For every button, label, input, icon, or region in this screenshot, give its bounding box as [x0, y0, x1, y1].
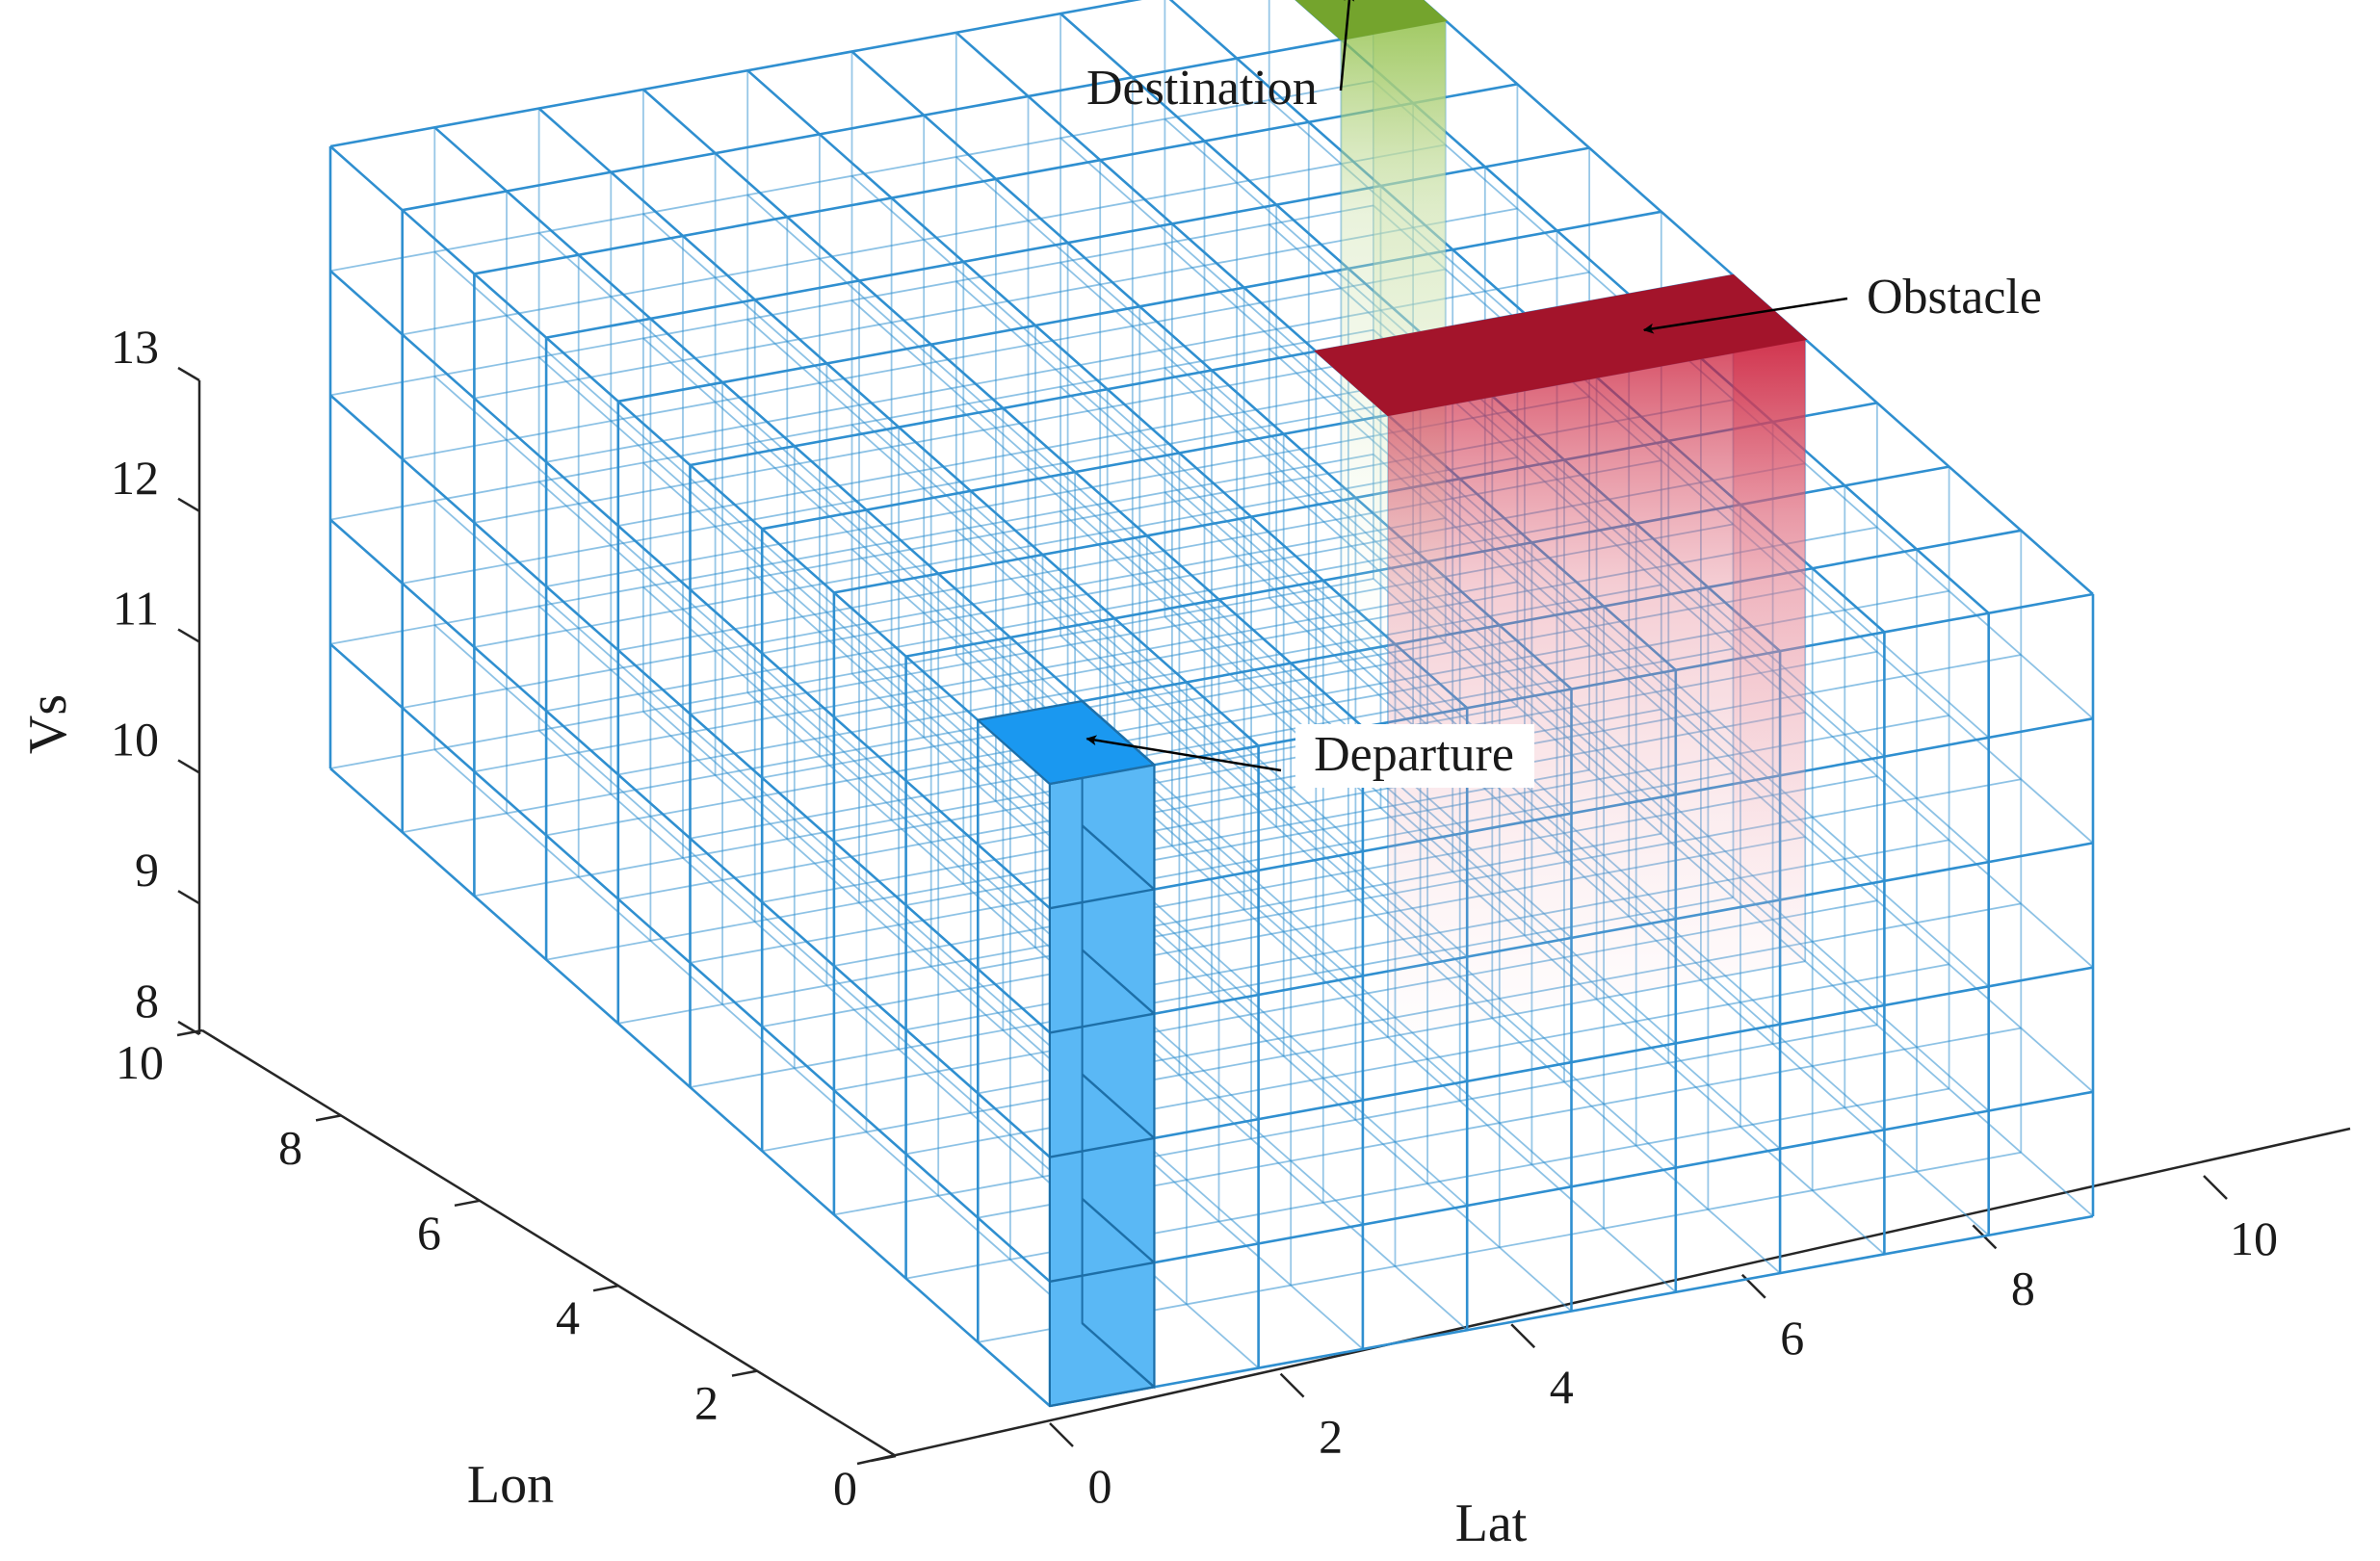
y-axis-label: Lon — [467, 1455, 554, 1515]
annotation-destination-arrow — [1339, 0, 1355, 91]
cell-obstacle-front-face — [1388, 339, 1806, 1037]
annotation-destination-label: Destination — [1086, 61, 1318, 116]
z-tick-mark — [177, 366, 200, 382]
y-tick-label: 8 — [278, 1120, 302, 1174]
z-tick-label: 11 — [113, 582, 159, 636]
axes: 8 9 10 11 12 13 0 2 4 6 8 10 0 2 4 6 8 10 — [111, 320, 2351, 1515]
z-tick-mark — [177, 628, 200, 643]
cell-departure-edge — [1081, 700, 1156, 767]
y-tick-label: 2 — [694, 1376, 719, 1430]
annotation-departure-box — [1295, 724, 1534, 788]
cell-departure-edge — [1049, 1386, 1155, 1408]
z-tick-label: 10 — [111, 712, 159, 766]
z-tick-mark — [177, 890, 200, 905]
y-tick-mark — [592, 1284, 619, 1292]
z-tick-label: 12 — [111, 451, 159, 505]
cell-departure-edge — [1049, 1136, 1155, 1158]
x-tick-label: 4 — [1550, 1360, 1574, 1414]
cell-obstacle-side-face — [1733, 275, 1806, 962]
cell-obstacle — [1314, 273, 1808, 1037]
x-tick-mark — [1279, 1372, 1305, 1398]
cell-departure-edge — [1081, 1198, 1156, 1263]
x-tick-mark — [2203, 1175, 2228, 1200]
z-tick-mark — [177, 497, 200, 512]
x-tick-label: 10 — [2230, 1211, 2278, 1265]
cell-departure-side-face — [1081, 698, 1156, 1390]
y-tick-label: 10 — [116, 1035, 164, 1089]
z-tick-label: 9 — [135, 843, 159, 897]
annotation-departure-label: Departure — [1314, 727, 1514, 782]
z-tick-label: 13 — [111, 320, 159, 374]
annotation-departure-arrow — [1085, 735, 1282, 772]
cell-departure-edge — [1049, 1261, 1155, 1283]
cell-departure-edge — [1081, 1322, 1156, 1389]
cell-departure-edge — [1049, 1012, 1155, 1034]
x-tick-label: 6 — [1780, 1311, 1804, 1365]
x-axis-label: Lat — [1455, 1494, 1528, 1553]
y-tick-label: 0 — [833, 1461, 857, 1515]
cell-departure-edge — [1081, 1073, 1156, 1139]
grid-line-lon — [537, 107, 1260, 747]
y-tick-mark — [454, 1199, 481, 1208]
cell-departure-edge — [1081, 949, 1156, 1015]
cell-destination-top-face — [1295, 0, 1448, 40]
y-tick-mark — [315, 1114, 342, 1122]
z-tick-label: 8 — [135, 974, 159, 1028]
cell-departure-edge — [1049, 764, 1155, 786]
y-tick-label: 6 — [417, 1206, 441, 1260]
cell-departure — [976, 698, 1157, 1408]
highlighted-cells — [976, 0, 1808, 1408]
cell-departure-edge — [1049, 888, 1155, 910]
cell-obstacle-top-face — [1314, 273, 1808, 417]
x-tick-mark — [1510, 1323, 1536, 1349]
y-axis-line — [201, 1028, 897, 1458]
annotation-obstacle-arrow — [1642, 297, 1848, 334]
x-tick-label: 2 — [1319, 1410, 1343, 1464]
y-tick-label: 4 — [556, 1290, 580, 1344]
x-tick-label: 8 — [2011, 1261, 2035, 1314]
y-tick-mark — [731, 1369, 758, 1377]
x-tick-label: 0 — [1088, 1459, 1112, 1513]
annotation-obstacle-label: Obstacle — [1867, 270, 2042, 325]
x-tick-mark — [1049, 1422, 1074, 1447]
grid-lines — [328, 0, 2095, 1408]
x-axis-line — [856, 1127, 2351, 1466]
annotations: Departure Obstacle Destination — [1085, 0, 2042, 788]
y-tick-mark — [176, 1028, 203, 1037]
z-axis-label: Vs — [18, 694, 78, 754]
cell-departure-edge — [1081, 824, 1156, 891]
z-tick-mark — [177, 759, 200, 774]
